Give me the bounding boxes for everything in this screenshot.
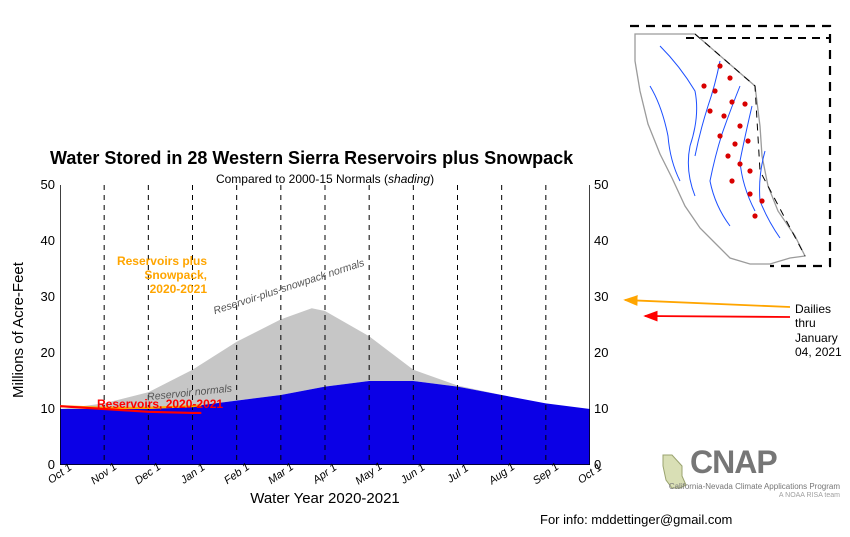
inset-map <box>600 6 838 276</box>
chart-subtitle: Compared to 2000-15 Normals (shading) <box>60 172 590 186</box>
y-tick-right: 20 <box>594 345 619 360</box>
subtitle-prefix: Compared to 2000-15 Normals ( <box>216 172 388 186</box>
subtitle-suffix: ) <box>430 172 434 186</box>
x-axis-label: Water Year 2020-2021 <box>60 490 590 507</box>
y-tick-right: 30 <box>594 289 619 304</box>
legend-snowpack: Reservoirs plus Snowpack, 2020-2021 <box>107 255 207 296</box>
info-line: For info: mddettinger@gmail.com <box>540 512 732 527</box>
y-tick-right: 10 <box>594 401 619 416</box>
subtitle-italic: shading <box>388 172 430 186</box>
y-tick: 40 <box>30 233 55 248</box>
cnap-sub2: A NOAA RISA team <box>640 492 840 499</box>
dailies-note: Dailies thru January 04, 2021 <box>795 302 850 360</box>
cnap-logo-text: CNAP <box>690 444 777 481</box>
y-tick: 0 <box>30 457 55 472</box>
y-axis-label: Millions of Acre-Feet <box>10 190 30 470</box>
page: Water Stored in 28 Western Sierra Reserv… <box>0 0 850 537</box>
cnap-sub1: California-Nevada Climate Applications P… <box>640 482 840 491</box>
y-tick: 50 <box>30 177 55 192</box>
y-tick: 10 <box>30 401 55 416</box>
y-tick: 20 <box>30 345 55 360</box>
y-tick: 30 <box>30 289 55 304</box>
cnap-logo: CNAP California-Nevada Climate Applicati… <box>660 454 840 509</box>
chart-area <box>60 185 590 465</box>
chart-title: Water Stored in 28 Western Sierra Reserv… <box>50 148 573 169</box>
